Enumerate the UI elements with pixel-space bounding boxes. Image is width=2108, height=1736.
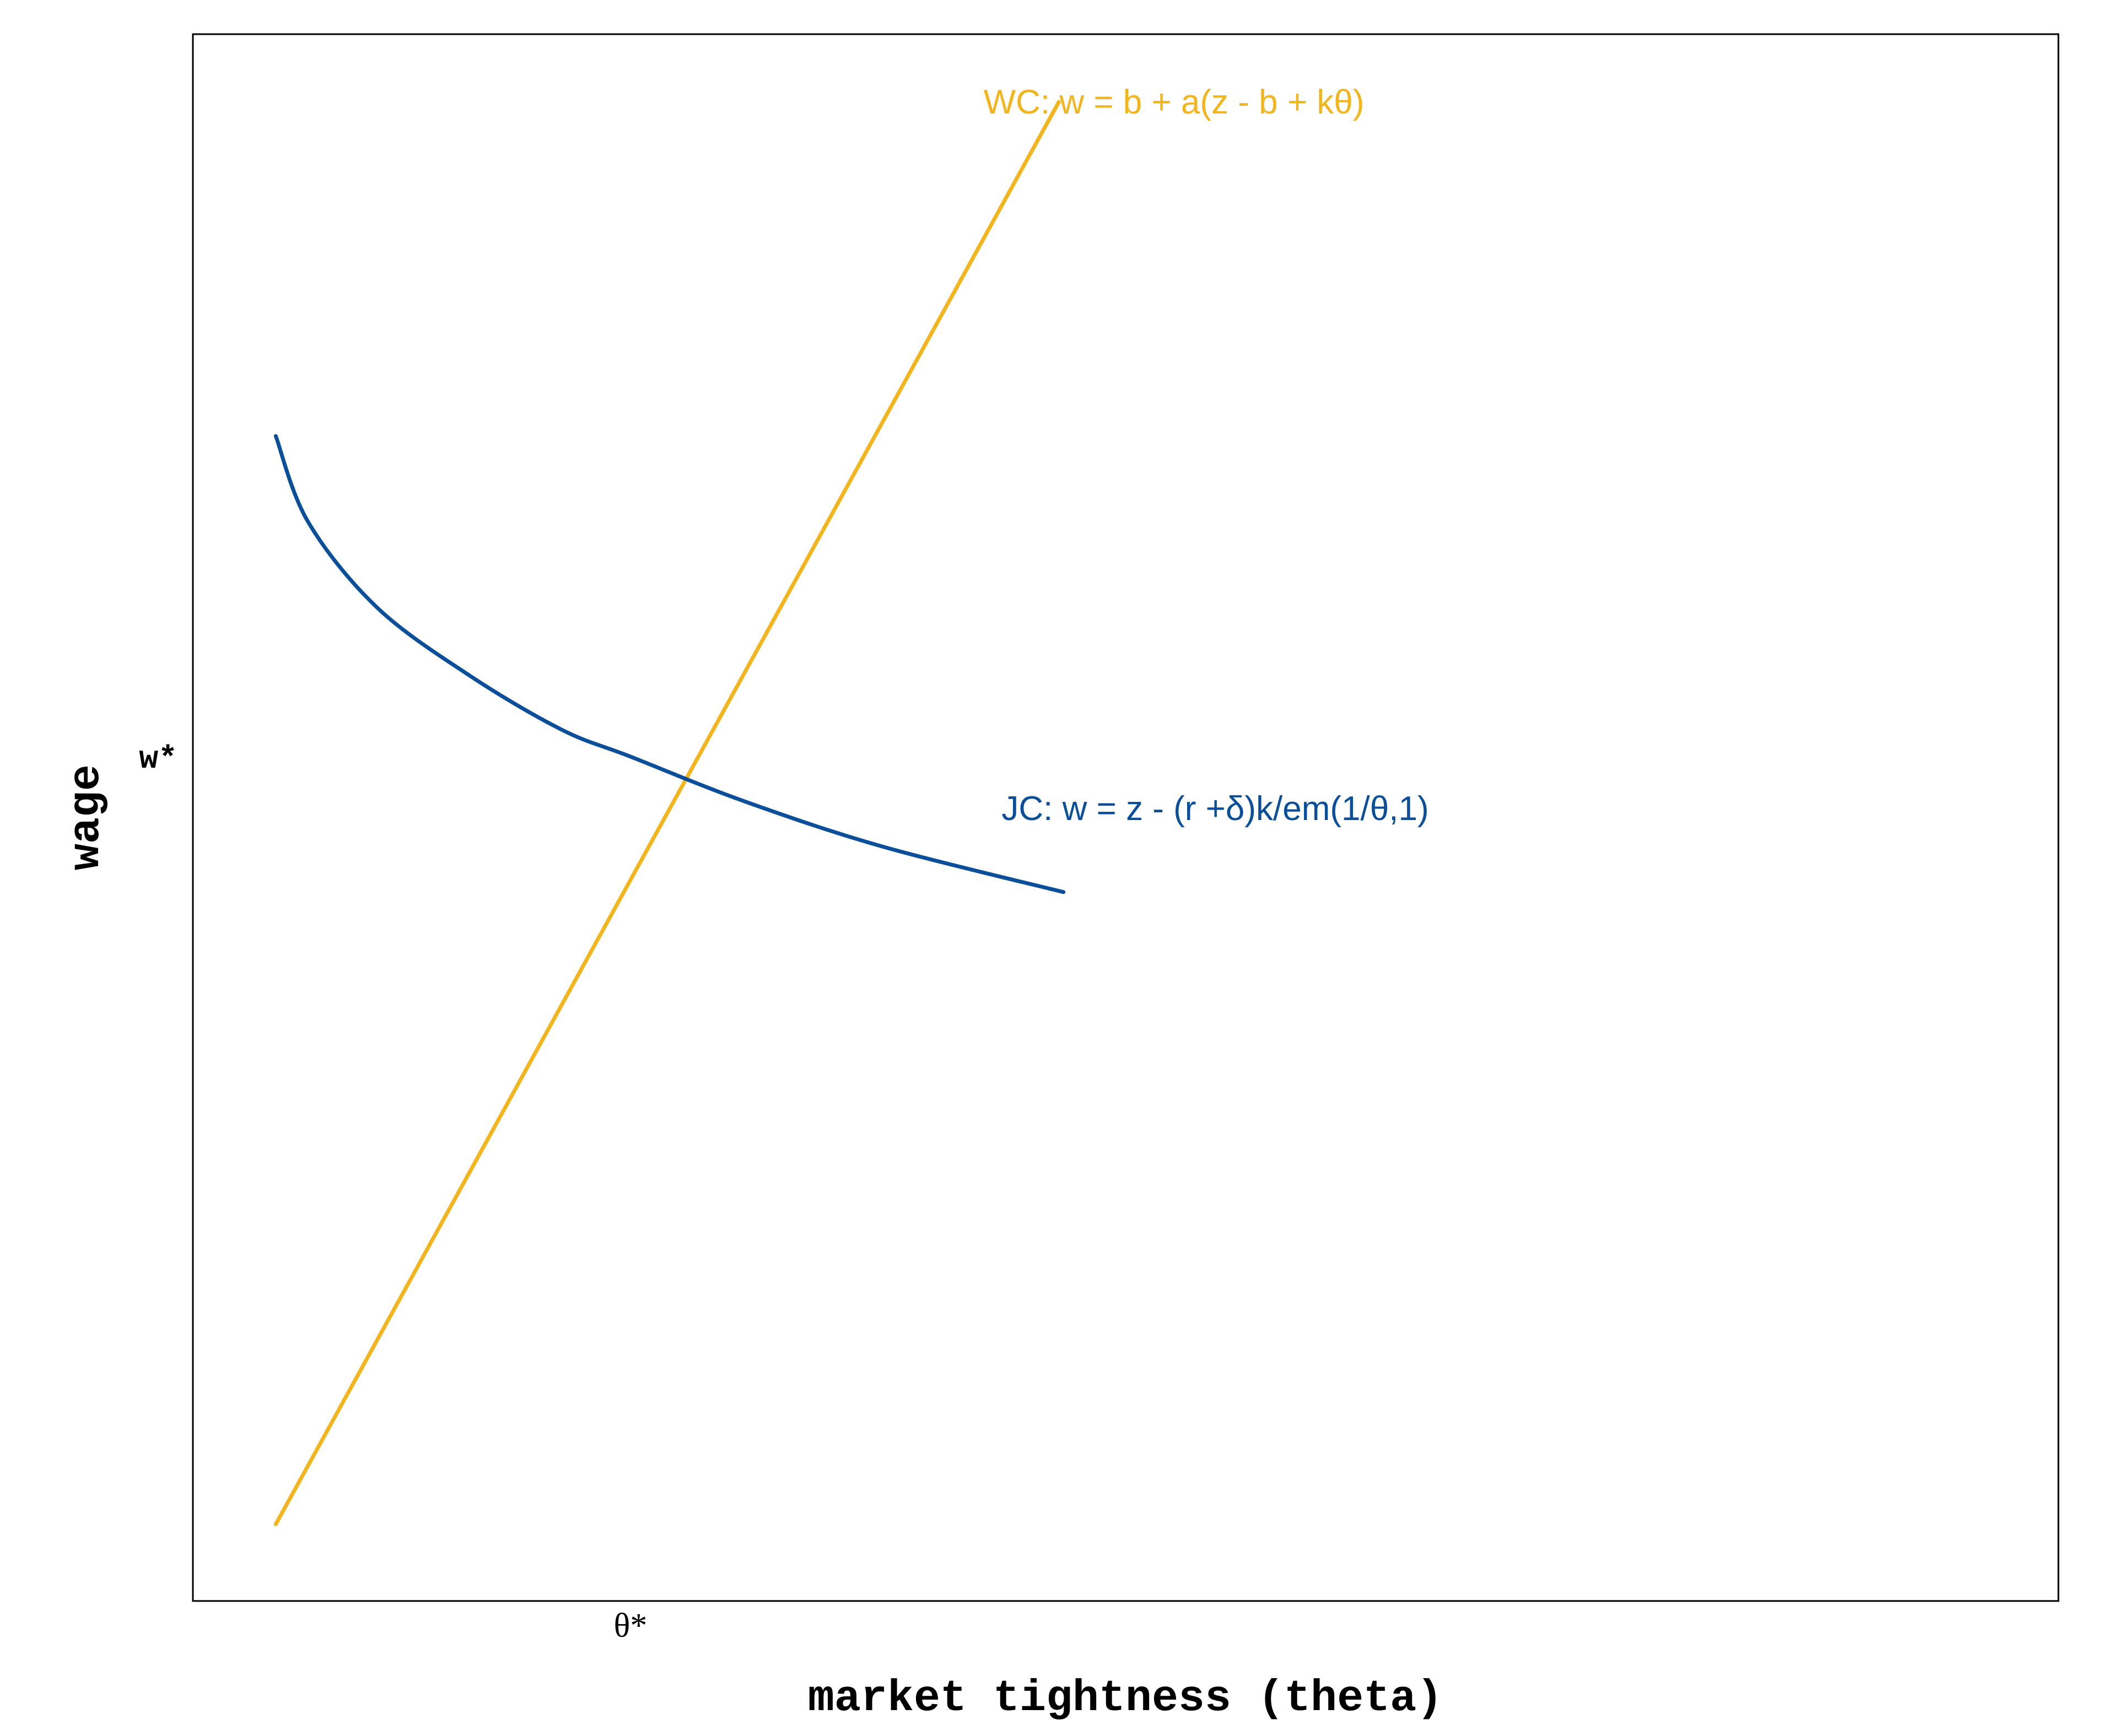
wc-curve-label: WC: w = b + a(z - b + kθ) [984, 83, 1365, 121]
y-tick-label-w-star: w* [139, 742, 177, 778]
jc-curve-label: JC: w = z - (r +δ)k/em(1/θ,1) [1001, 790, 1428, 828]
x-axis-title: market tightness (theta) [808, 1674, 1443, 1724]
wc-curve-line [273, 100, 1061, 1527]
jc-curve-line [273, 434, 1066, 894]
plot-frame [192, 33, 2060, 1602]
x-tick-label-theta-star: θ* [614, 1607, 648, 1645]
y-axis-title: wage [62, 764, 112, 870]
chart-marks [273, 100, 1066, 1527]
